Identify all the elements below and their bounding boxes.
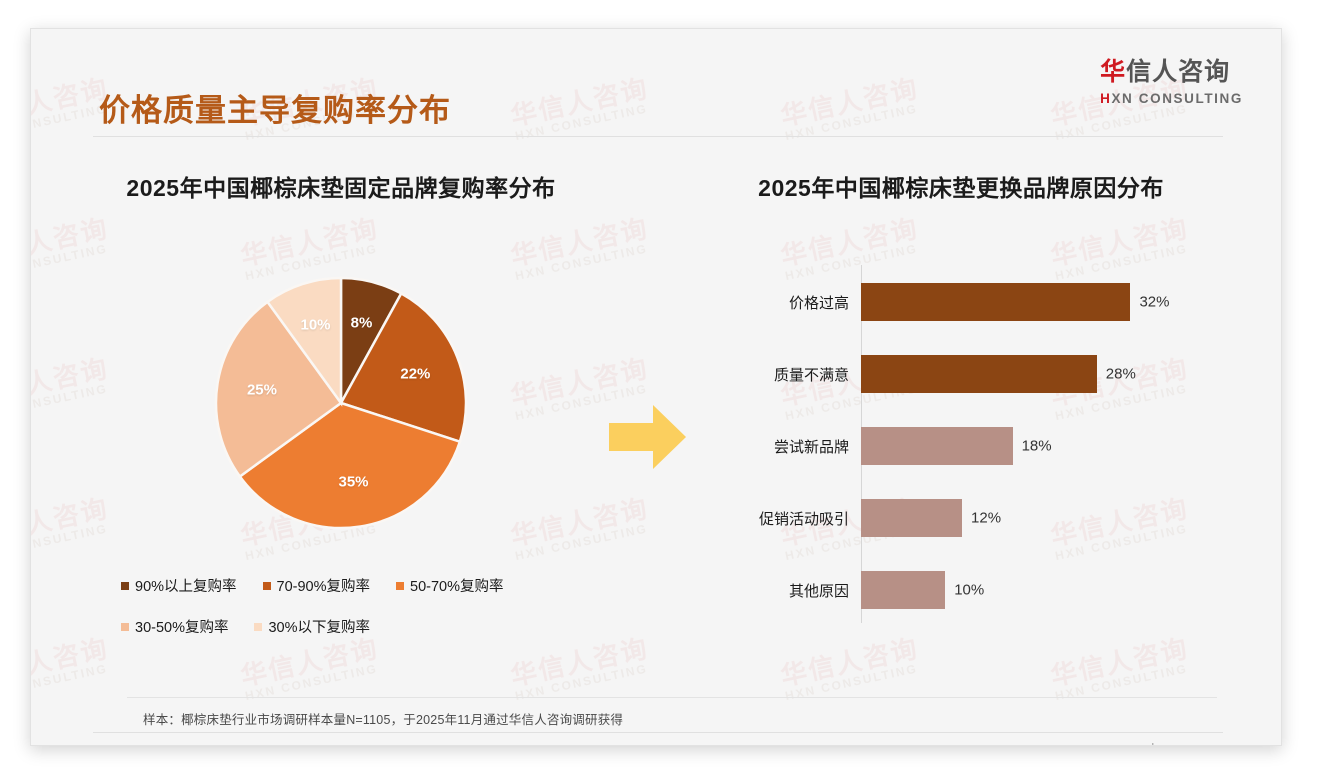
- sample-divider: [127, 697, 1217, 698]
- legend-swatch-icon: [262, 581, 271, 590]
- bar-fill[interactable]: [861, 499, 963, 537]
- bar-fill[interactable]: [861, 427, 1013, 465]
- pie-slice-label: 35%: [338, 473, 369, 491]
- pie-slice: [339, 291, 468, 444]
- bar-track: 32%: [861, 283, 1251, 321]
- bar-value-label: 10%: [954, 581, 985, 599]
- bar-track: 10%: [861, 571, 1251, 609]
- bar-row: 价格过高 32%: [671, 283, 1251, 321]
- pie-slice-label: 10%: [300, 316, 331, 334]
- bar-chart: 价格过高 32% 质量不满意 28% 尝试新品牌 18% 促销活动吸引 12% 其他原因 10%: [671, 255, 1251, 635]
- bar-value-label: 12%: [971, 509, 1002, 527]
- legend-swatch-icon: [254, 622, 263, 631]
- legend-row: 30-50%复购率 30%以下复购率: [121, 616, 561, 637]
- title-divider: [93, 136, 1223, 137]
- logo-en-rest: XN CONSULTING: [1111, 90, 1243, 106]
- pie-slice-label: 25%: [246, 381, 277, 399]
- slide-canvas: 华信人咨询 HXN CONSULTING 华信人咨询 HXN CONSULTING华信…: [30, 28, 1282, 746]
- legend-item[interactable]: 90%以上复购率: [121, 575, 237, 596]
- bar-row: 尝试新品牌 18%: [671, 427, 1251, 465]
- bar-category-label: 质量不满意: [773, 366, 849, 384]
- legend-item[interactable]: 70-90%复购率: [262, 575, 371, 596]
- legend-item[interactable]: 30%以下复购率: [254, 616, 370, 637]
- pie-slice-label: 22%: [400, 365, 431, 383]
- page-title: 价格质量主导复购率分布: [99, 93, 451, 128]
- bar-chart-title: 2025年中国椰棕床垫更换品牌原因分布: [758, 175, 1164, 201]
- legend-label: 50-70%复购率: [410, 579, 504, 595]
- bar-track: 28%: [861, 355, 1251, 393]
- logo-chinese: 华信人咨询: [1100, 58, 1243, 87]
- right-chart-panel: 2025年中国椰棕床垫更换品牌原因分布 价格过高 32% 质量不满意 28% 尝试新品牌…: [671, 169, 1251, 679]
- legend-label: 90%以上复购率: [135, 579, 237, 595]
- logo-en-highlight: H: [1100, 90, 1112, 106]
- legend-item[interactable]: 50-70%复购率: [396, 575, 504, 596]
- pie-slice: [214, 300, 343, 479]
- logo-cn-highlight: 华: [1100, 58, 1127, 86]
- pie-slice: [265, 276, 343, 407]
- company-logo: 华信人咨询 HXN CONSULTING: [1100, 58, 1243, 106]
- legend-swatch-icon: [396, 581, 405, 590]
- sample-note: 样本：椰棕床垫行业市场调研样本量N=1105，于2025年11月通过华信人咨询调…: [143, 713, 624, 727]
- bar-category-label: 价格过高: [788, 294, 849, 312]
- footer-divider: [93, 732, 1223, 733]
- bar-fill[interactable]: [861, 571, 946, 609]
- legend-label: 30-50%复购率: [135, 620, 229, 636]
- bar-category-label: 尝试新品牌: [773, 438, 849, 456]
- left-chart-panel: 2025年中国椰棕床垫固定品牌复购率分布 8% 22% 35% 25% 10% 90%以…: [71, 169, 611, 679]
- bar-category-label: 其他原因: [788, 582, 849, 600]
- bar-row: 促销活动吸引 12%: [671, 499, 1251, 537]
- pie-canvas: 8% 22% 35% 25% 10%: [191, 253, 491, 553]
- logo-english: HXN CONSULTING: [1100, 91, 1243, 106]
- pie-slice-label: 8%: [350, 314, 373, 332]
- legend-label: 70-90%复购率: [276, 579, 371, 595]
- bar-track: 12%: [861, 499, 1251, 537]
- legend-label: 30%以下复购率: [268, 620, 371, 636]
- legend-item[interactable]: 30-50%复购率: [121, 616, 228, 637]
- slide-header: 价格质量主导复购率分布 华信人咨询 HXN CONSULTING: [31, 29, 1281, 137]
- pie-chart: 8% 22% 35% 25% 10%: [71, 253, 611, 553]
- bar-value-label: 32%: [1139, 293, 1170, 311]
- pie-slice: [238, 401, 462, 530]
- legend-swatch-icon: [121, 622, 129, 631]
- copyright-text: ©2026.1 HXR华信人咨询: [101, 742, 241, 745]
- bar-fill[interactable]: [861, 355, 1097, 393]
- legend-row: 90%以上复购率 70-90%复购率 50-70%复购率: [121, 575, 561, 596]
- legend-swatch-icon: [121, 581, 129, 590]
- bar-row: 其他原因 10%: [671, 571, 1251, 609]
- pie-chart-title: 2025年中国椰棕床垫固定品牌复购率分布: [126, 175, 556, 201]
- pie-legend: 90%以上复购率 70-90%复购率 50-70%复购率 30-50%复购率 30%以下…: [121, 575, 561, 637]
- bar-value-label: 28%: [1105, 365, 1136, 383]
- bar-row: 质量不满意 28%: [671, 355, 1251, 393]
- bar-track: 18%: [861, 427, 1251, 465]
- bar-value-label: 18%: [1021, 437, 1052, 455]
- logo-cn-rest: 信人咨询: [1126, 58, 1231, 86]
- bar-category-label: 促销活动吸引: [758, 510, 849, 528]
- website-link[interactable]: www.hxrcon.com: [1124, 743, 1211, 745]
- bar-fill[interactable]: [861, 283, 1131, 321]
- right-arrow-icon: [609, 403, 687, 476]
